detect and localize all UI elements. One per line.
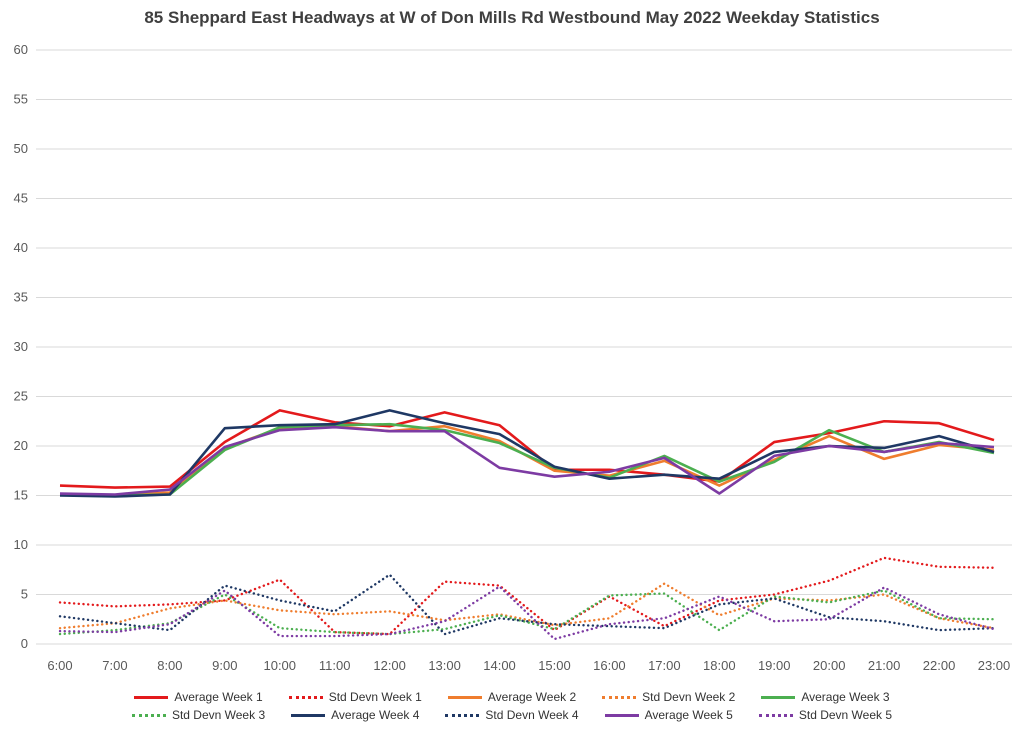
legend-item-average-week-1: Average Week 1 [134, 690, 263, 704]
chart-legend: Average Week 1 Std Devn Week 1 Average W… [0, 686, 1024, 722]
chart-canvas: 0 5 10 15 20 25 30 35 40 45 50 55 60 6:00 7:00 8:00 9:00… [14, 42, 1012, 673]
legend-swatch-std-devn-week-5 [758, 713, 793, 717]
legend-swatch-average-week-1 [134, 695, 169, 699]
legend-item-std-devn-week-5: Std Devn Week 5 [758, 708, 893, 722]
legend-swatch-average-week-4 [291, 713, 326, 717]
y-tick-label: 35 [14, 290, 28, 305]
legend-item-average-week-4: Average Week 4 [291, 708, 419, 722]
legend-item-average-week-2: Average Week 2 [447, 690, 577, 704]
y-tick-label: 60 [14, 42, 28, 57]
y-tick-label: 45 [14, 191, 28, 206]
legend-label: Average Week 3 [801, 690, 890, 704]
x-tick-label: 22:00 [923, 658, 956, 673]
series-line-std-devn-week-5 [58, 585, 996, 641]
x-tick-label: 16:00 [593, 658, 626, 673]
legend-swatch-average-week-5 [604, 713, 639, 717]
legend-label: Std Devn Week 5 [798, 708, 893, 722]
y-tick-label: 0 [21, 636, 28, 651]
series-line-std-devn-week-4 [58, 573, 996, 636]
y-tick-label: 25 [14, 389, 28, 404]
x-tick-label: 11:00 [319, 658, 351, 673]
series-line-average-week-3 [59, 422, 995, 497]
x-tick-label: 23:00 [978, 658, 1011, 673]
legend-label: Std Devn Week 2 [642, 690, 736, 704]
x-tick-label: 18:00 [703, 658, 736, 673]
x-tick-label: 7:00 [102, 658, 127, 673]
legend-label: Std Devn Week 4 [485, 708, 579, 722]
legend-item-std-devn-week-2: Std Devn Week 2 [602, 690, 735, 704]
legend-row-1: Average Week 1 Std Devn Week 1 Average W… [134, 690, 890, 704]
legend-label: Average Week 1 [174, 690, 263, 704]
legend-label: Average Week 5 [644, 708, 733, 722]
legend-swatch-average-week-2 [447, 695, 482, 699]
y-tick-label: 50 [14, 141, 28, 156]
legend-swatch-std-devn-week-1 [288, 695, 323, 699]
x-tick-label: 12:00 [373, 658, 406, 673]
x-tick-label: 21:00 [868, 658, 901, 673]
y-tick-label: 20 [14, 438, 28, 453]
x-tick-label: 9:00 [212, 658, 237, 673]
x-tick-label: 6:00 [47, 658, 72, 673]
legend-item-average-week-3: Average Week 3 [761, 690, 890, 704]
legend-item-std-devn-week-4: Std Devn Week 4 [445, 708, 579, 722]
legend-swatch-std-devn-week-4 [445, 713, 480, 717]
x-tick-label: 8:00 [157, 658, 182, 673]
x-tick-label: 13:00 [428, 658, 461, 673]
legend-label: Average Week 4 [331, 708, 420, 722]
x-tick-label: 17:00 [648, 658, 681, 673]
legend-label: Average Week 2 [487, 690, 577, 704]
x-tick-label: 15:00 [538, 658, 571, 673]
legend-item-std-devn-week-1: Std Devn Week 1 [288, 690, 422, 704]
y-tick-label: 30 [14, 339, 28, 354]
legend-label: Std Devn Week 3 [171, 708, 266, 722]
y-tick-label: 15 [14, 488, 28, 503]
y-tick-label: 55 [14, 92, 28, 107]
legend-item-std-devn-week-3: Std Devn Week 3 [131, 708, 266, 722]
x-tick-label: 10:00 [263, 658, 296, 673]
series-line-std-devn-week-3 [58, 589, 996, 636]
series-line-average-week-4 [59, 409, 995, 498]
series-line-average-week-1 [59, 409, 995, 489]
legend-row-2: Std Devn Week 3 Average Week 4 Std Devn … [131, 708, 893, 722]
y-tick-label: 40 [14, 240, 28, 255]
y-tick-label: 10 [14, 537, 28, 552]
chart-title: 85 Sheppard East Headways at W of Don Mi… [144, 8, 880, 27]
legend-swatch-std-devn-week-3 [131, 713, 166, 717]
legend-swatch-average-week-3 [761, 695, 796, 699]
series-line-average-week-5 [59, 425, 995, 496]
x-tick-label: 14:00 [483, 658, 516, 673]
x-tick-label: 20:00 [813, 658, 846, 673]
legend-label: Std Devn Week 1 [328, 690, 422, 704]
x-tick-label: 19:00 [758, 658, 791, 673]
legend-swatch-std-devn-week-2 [602, 695, 637, 699]
legend-item-average-week-5: Average Week 5 [604, 708, 733, 722]
y-tick-label: 5 [21, 587, 28, 602]
series-line-std-devn-week-1 [58, 556, 996, 636]
